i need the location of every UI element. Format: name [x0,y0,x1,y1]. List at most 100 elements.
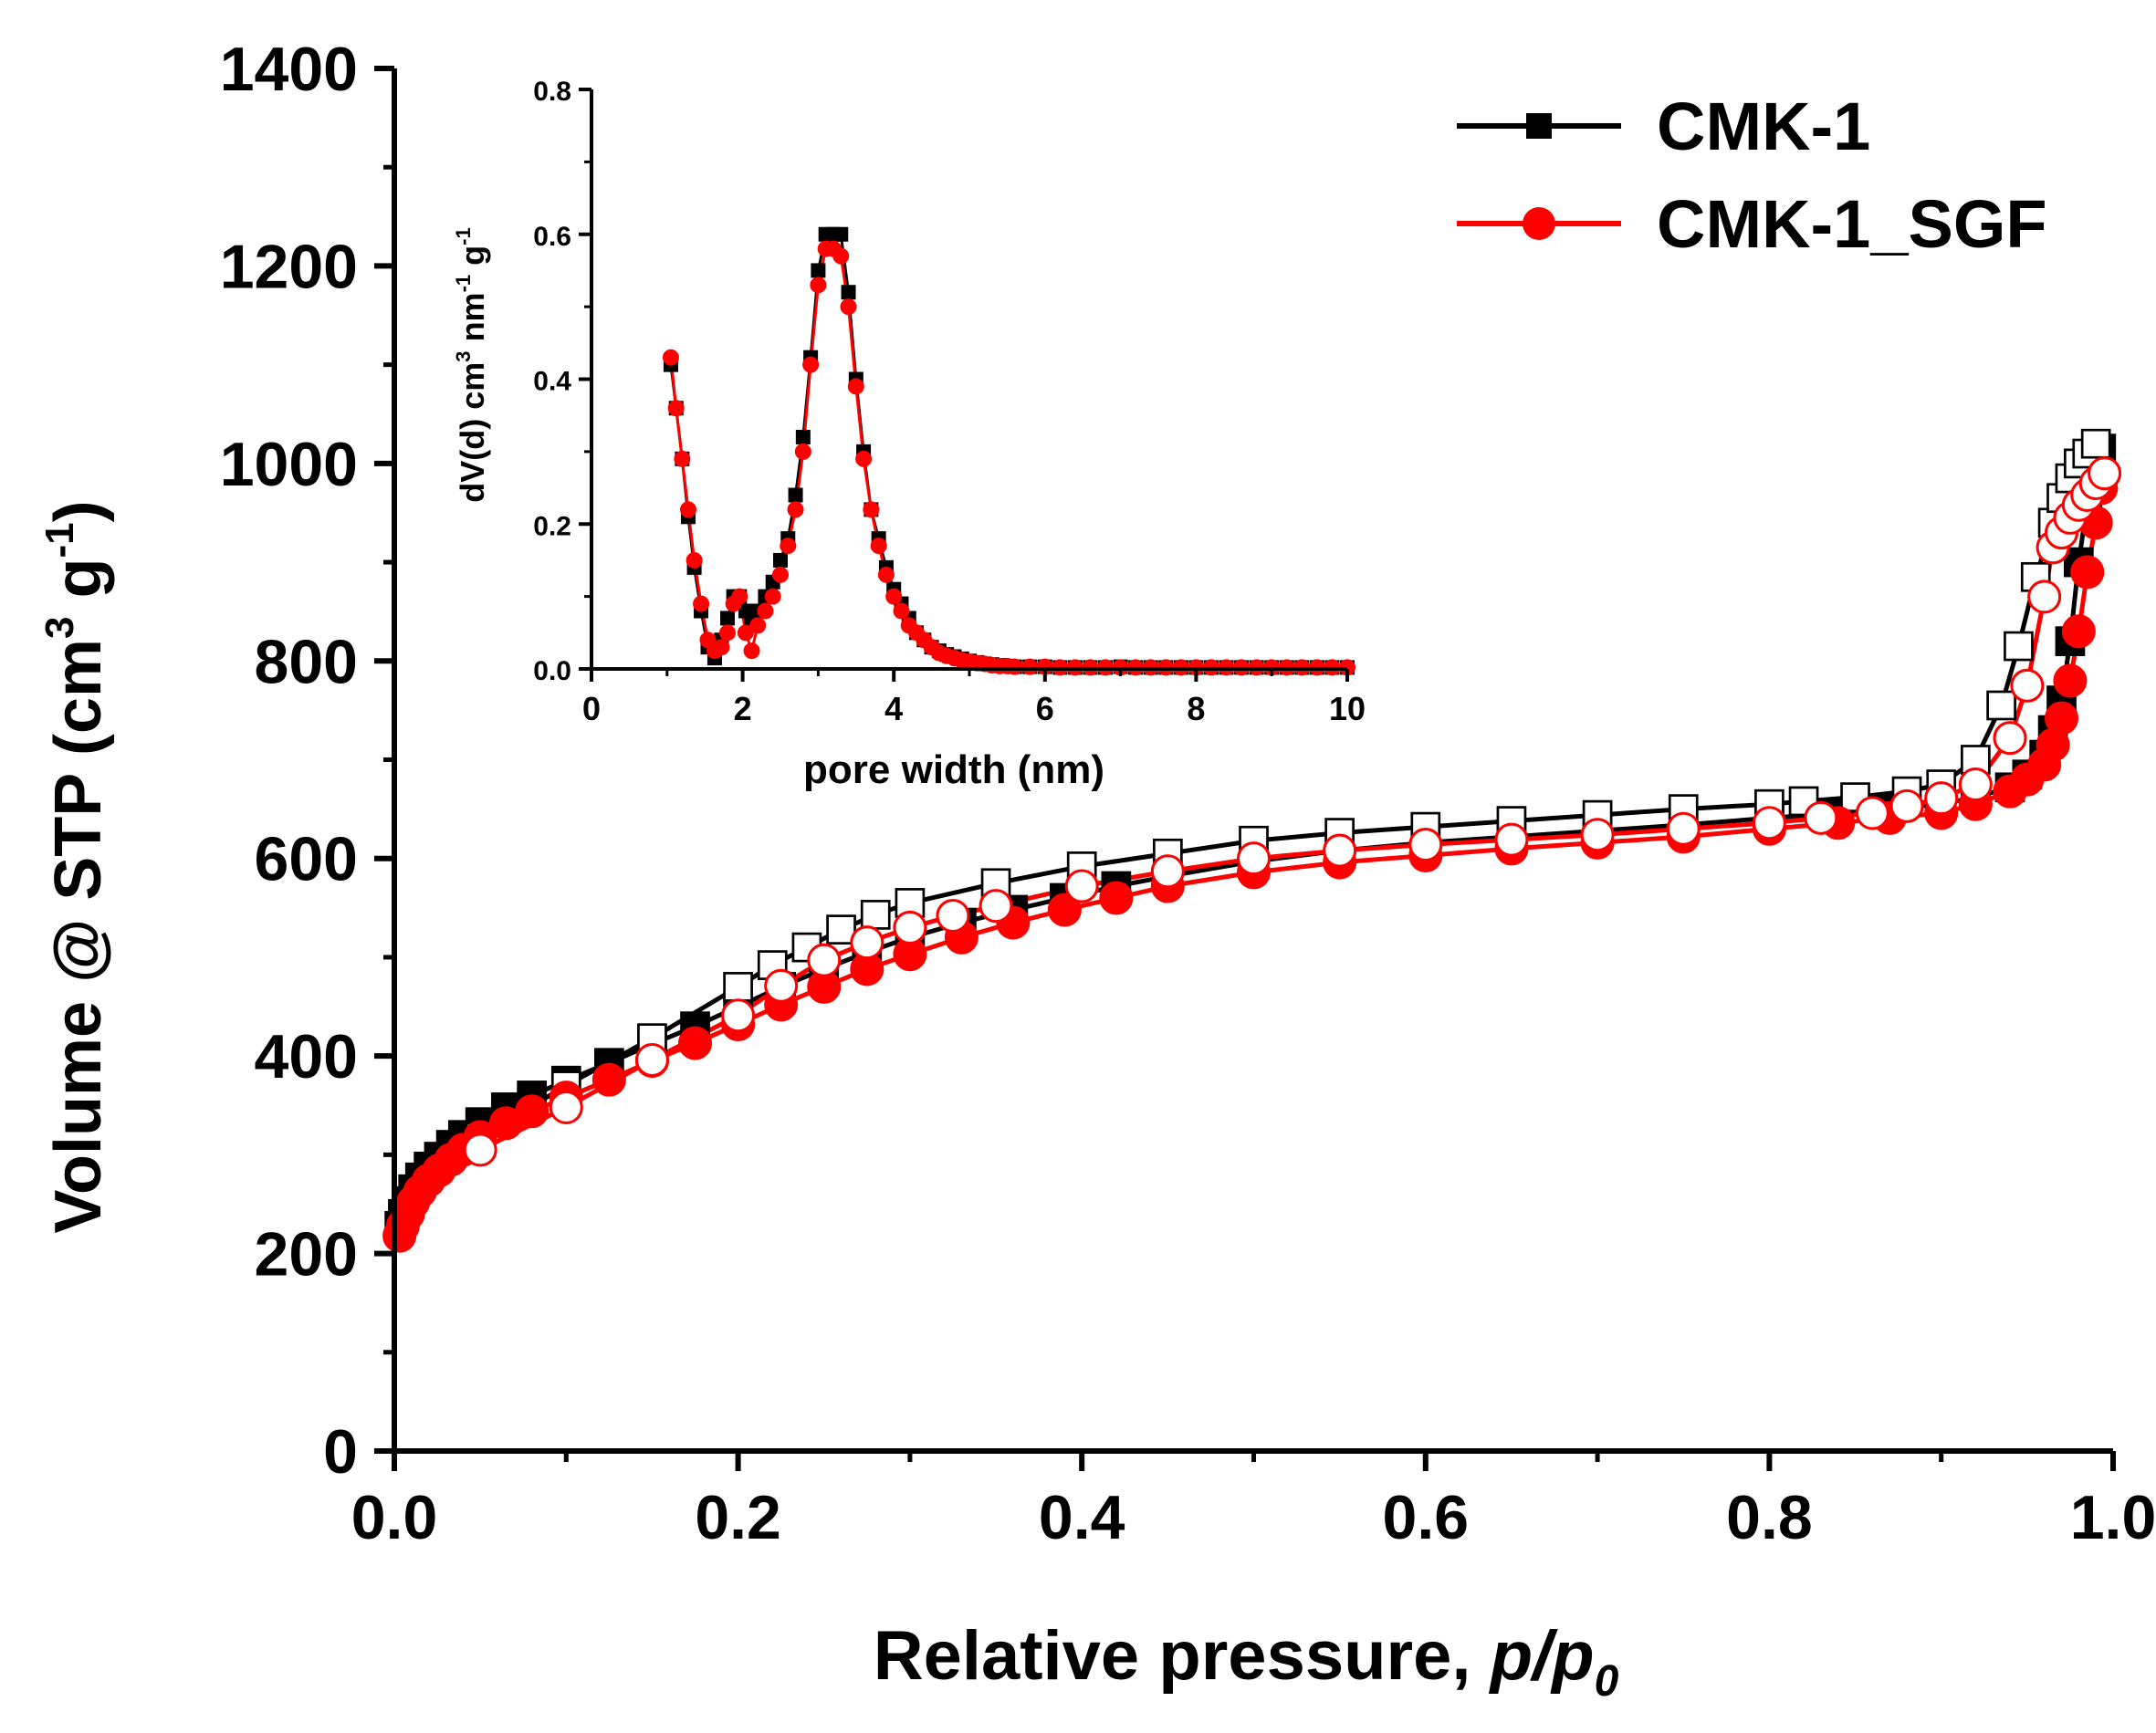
inset-cmk1-point [833,226,849,242]
x-axis-title: Relative pressure, p/p0 [874,1617,1619,1706]
cmk1-sgf-adsorption-point [1099,881,1134,915]
cmk1-desorption-point [2080,428,2111,459]
cmk1-sgf-desorption-point [1064,869,1099,903]
y-axis-title-suffix: ) [42,500,115,522]
y-tick-label: 400 [255,1022,358,1091]
inset-cmk1-sgf-point [780,538,797,555]
cmk1-sgf-desorption-point [2088,456,2122,491]
cmk1-sgf-adsorption-point [515,1094,549,1129]
main-axes: 0.0 0.2 0.4 0.6 0.8 1.0 0 200 400 600 800 1000 1200 1… [220,35,2156,1552]
cmk1-desorption-point [723,972,753,1002]
cmk1-sgf-desorption-point [1855,796,1889,830]
inset-cmk1-point [773,552,788,568]
cmk1-sgf-desorption-point [1924,781,1959,816]
inset-cmk1-point [841,285,856,300]
cmk1-sgf-desorption-point [2010,668,2045,703]
inset-cmk1-sgf-point [877,566,895,583]
x-axis-title-prefix: Relative pressure, [874,1617,1491,1695]
inset-cmk1-sgf-point [863,501,880,518]
cmk1-sgf-adsorption-point [2044,701,2079,736]
x-tick-label: 1.0 [2070,1483,2156,1552]
cmk1-sgf-desorption-point [549,1090,583,1124]
inset-cmk1-sgf-point [840,298,857,316]
legend: CMK-1 CMK-1_SGF [1457,89,2047,262]
cmk1-sgf-desorption-point [1236,841,1272,876]
inset-series-layer [662,226,1355,676]
cmk1-sgf-desorption-point [1494,822,1529,857]
x-tick-label: 0.0 [351,1483,438,1552]
inset-y-axis-title-sup3: -1 [452,227,475,245]
x-tick-label: 0.4 [1039,1483,1125,1552]
y-axis-title-mid: g [42,558,115,616]
legend-marker-cmk1 [1526,113,1552,139]
inset-cmk1-sgf-point [870,538,887,555]
inset-x-tick-label: 8 [1187,690,1205,727]
y-axis-title-sup1: 3 [37,616,82,638]
inset-cmk1-sgf-point [810,277,827,294]
y-tick-label: 1000 [220,430,358,499]
cmk1-sgf-desorption-point [1993,721,2027,756]
x-axis-title-p0: p [1550,1617,1594,1695]
cmk1-sgf-adsorption-point [2070,555,2105,590]
cmk1-sgf-desorption-point [1150,854,1185,889]
inset-y-tick-label: 0.4 [533,367,571,397]
cmk1-desorption-point [860,900,891,930]
inset-cmk1-sgf-point [847,378,864,395]
inset-cmk1-sgf-point [737,624,754,642]
cmk1-sgf-desorption-point [1958,767,1993,802]
inset-x-tick-label: 0 [582,690,601,727]
inset-cmk1-sgf-point [764,588,781,605]
inset-cmk1-sgf-point [1006,658,1023,675]
cmk1-sgf-desorption-point [1889,788,1924,823]
inset-x-tick-label: 2 [734,690,752,727]
x-tick-label: 0.6 [1383,1483,1470,1552]
inset-cmk1-sgf-point [893,602,910,620]
cmk1-desorption-point [1986,690,2016,721]
inset-cmk1-sgf-point [662,349,679,366]
inset-cmk1-sgf-point [749,617,767,634]
inset-cmk1-sgf-point [667,400,685,417]
inset-x-tick-label: 6 [1036,690,1054,727]
cmk1-desorption-point [1961,745,1991,775]
inset-cmk1-sgf-point [1021,658,1039,675]
y-tick-label: 600 [255,825,358,894]
cmk1-sgf-desorption-point [634,1042,669,1078]
y-tick-label: 1200 [220,232,358,301]
cmk1-sgf-desorption-point [979,889,1013,924]
inset-cmk1-sgf-point [713,639,730,656]
y-tick-label: 800 [255,627,358,696]
inset-x-axis-title: pore width (nm) [803,747,1104,792]
y-axis-title-prefix: Volume @ STP (cm [42,639,115,1234]
y-axis-title: Volume @ STP (cm3 g-1) [37,500,115,1233]
cmk1-sgf-desorption-point [463,1133,497,1167]
inset-y-tick-label: 0.6 [533,222,571,252]
legend-label-cmk1: CMK-1 [1657,89,1870,164]
cmk1-sgf-desorption-point [721,998,756,1033]
inset-cmk1-sgf-point [679,501,696,518]
inset-y-axis-title-sup2: -1 [452,275,475,293]
inset-cmk1-sgf-point [794,443,811,460]
cmk1-sgf-adsorption-point [2061,614,2096,649]
main-plot: 0.0 0.2 0.4 0.6 0.8 1.0 0 200 400 600 800 1000 1200 1… [220,35,2156,1552]
inset-cmk1-sgf-point [731,588,748,605]
inset-y-tick-label: 0.2 [533,511,571,541]
inset-cmk1-sgf-point [885,588,903,605]
inset-y-axis-title-prefix: dV(d) cm [454,362,491,503]
x-axis-title-sub: 0 [1595,1657,1619,1706]
cmk1-sgf-adsorption-point [2053,663,2088,698]
cmk1-desorption-point [2004,631,2034,662]
inset-cmk1-point [795,430,811,444]
inset-cmk1-sgf-point [757,602,774,620]
cmk1-sgf-desorption-point [893,910,927,945]
cmk1-sgf-desorption-point [764,968,799,1003]
cmk1-sgf-desorption-point [1804,800,1838,835]
cmk1-sgf-adsorption-point [591,1062,626,1097]
cmk1-sgf-desorption-point [1752,806,1786,840]
cmk1-sgf-desorption-point [1323,833,1357,868]
y-tick-label: 200 [255,1220,358,1289]
y-tick-label: 0 [323,1417,358,1487]
inset-y-tick-label: 0.8 [533,77,571,107]
inset-cmk1-sgf-point [787,501,804,518]
inset-cmk1-sgf-point [686,551,703,569]
